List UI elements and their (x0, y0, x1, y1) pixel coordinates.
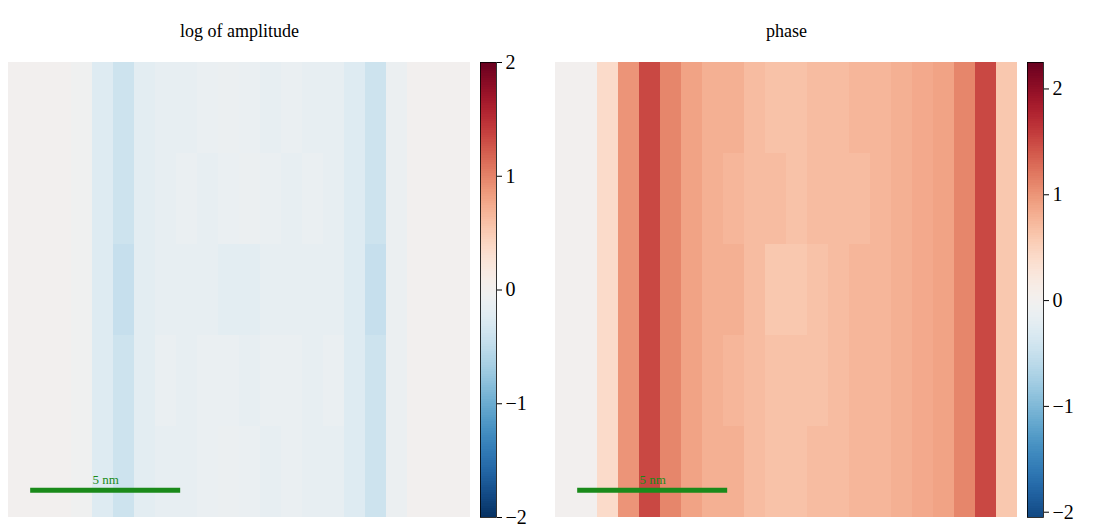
svg-text:5 nm: 5 nm (639, 472, 665, 487)
svg-text:phase: phase (766, 21, 807, 41)
svg-text:0: 0 (506, 278, 516, 300)
svg-text:2: 2 (1053, 77, 1063, 99)
svg-text:1: 1 (1053, 183, 1063, 205)
svg-text:2: 2 (506, 51, 516, 73)
svg-text:−1: −1 (1053, 395, 1074, 417)
svg-text:−2: −2 (506, 506, 527, 527)
svg-text:−2: −2 (1053, 501, 1074, 523)
svg-text:5 nm: 5 nm (92, 472, 118, 487)
svg-text:−1: −1 (506, 392, 527, 414)
svg-text:0: 0 (1053, 289, 1063, 311)
svg-text:1: 1 (506, 165, 516, 187)
svg-text:log of amplitude: log of amplitude (180, 21, 299, 41)
